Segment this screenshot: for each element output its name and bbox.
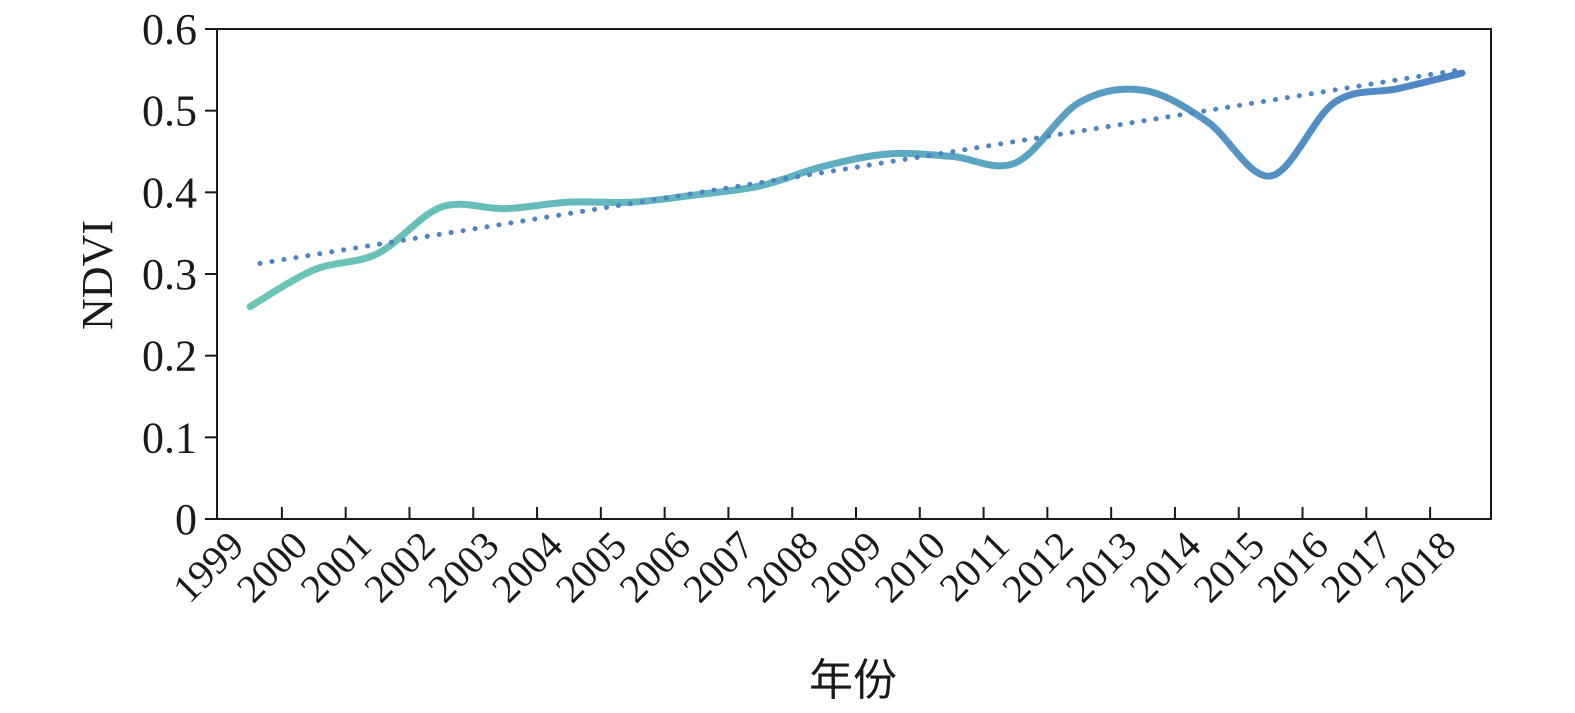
y-axis: 0 0.1 0.2 0.3 0.4 0.5 0.6 — [142, 5, 217, 544]
y-tick-label: 0.5 — [142, 87, 197, 136]
x-axis-title: 年份 — [809, 656, 897, 705]
x-axis: 1999200020012002200320042005200620072008… — [164, 507, 1464, 611]
y-tick-label: 0 — [175, 495, 197, 544]
x-tick-label: 2018 — [1376, 523, 1464, 611]
ndvi-line — [246, 69, 1466, 311]
y-axis-title: NDVI — [73, 220, 122, 330]
y-tick-label: 0.3 — [142, 250, 197, 299]
y-tick-label: 0.4 — [142, 168, 197, 217]
series-layer — [246, 66, 1466, 311]
x-tick-label: 2011 — [930, 523, 1017, 610]
plot-border — [216, 28, 1492, 520]
trend-line — [257, 66, 1465, 266]
y-tick-label: 0.2 — [142, 332, 197, 381]
y-tick-label: 0.1 — [142, 413, 197, 462]
y-tick-label: 0.6 — [142, 5, 197, 54]
plot-frame — [216, 28, 1492, 520]
